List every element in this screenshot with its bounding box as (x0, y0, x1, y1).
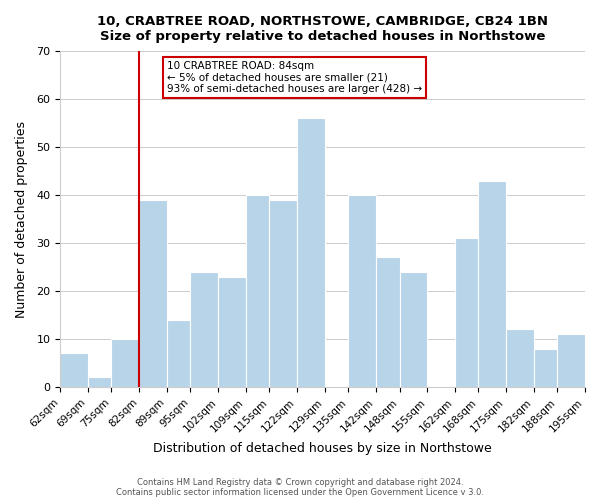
Bar (269, 200, 297, 387)
Bar (139, 200, 167, 387)
Y-axis label: Number of detached properties: Number of detached properties (15, 120, 28, 318)
Bar (218, 276, 245, 387)
Bar (297, 118, 325, 387)
Bar (557, 334, 585, 387)
Bar (478, 180, 506, 387)
Bar (376, 258, 400, 387)
Title: 10, CRABTREE ROAD, NORTHSTOWE, CAMBRIDGE, CB24 1BN
Size of property relative to : 10, CRABTREE ROAD, NORTHSTOWE, CAMBRIDGE… (97, 15, 548, 43)
Text: 10 CRABTREE ROAD: 84sqm
← 5% of detached houses are smaller (21)
93% of semi-det: 10 CRABTREE ROAD: 84sqm ← 5% of detached… (167, 60, 422, 94)
Bar (506, 330, 534, 387)
Bar (455, 238, 478, 387)
Bar (534, 348, 557, 387)
Bar (60, 354, 88, 387)
Text: Contains HM Land Registry data © Crown copyright and database right 2024.
Contai: Contains HM Land Registry data © Crown c… (116, 478, 484, 497)
Bar (245, 195, 269, 387)
X-axis label: Distribution of detached houses by size in Northstowe: Distribution of detached houses by size … (153, 442, 492, 455)
Bar (167, 320, 190, 387)
Bar (400, 272, 427, 387)
Bar (88, 378, 112, 387)
Bar (112, 339, 139, 387)
Bar (348, 195, 376, 387)
Bar (190, 272, 218, 387)
